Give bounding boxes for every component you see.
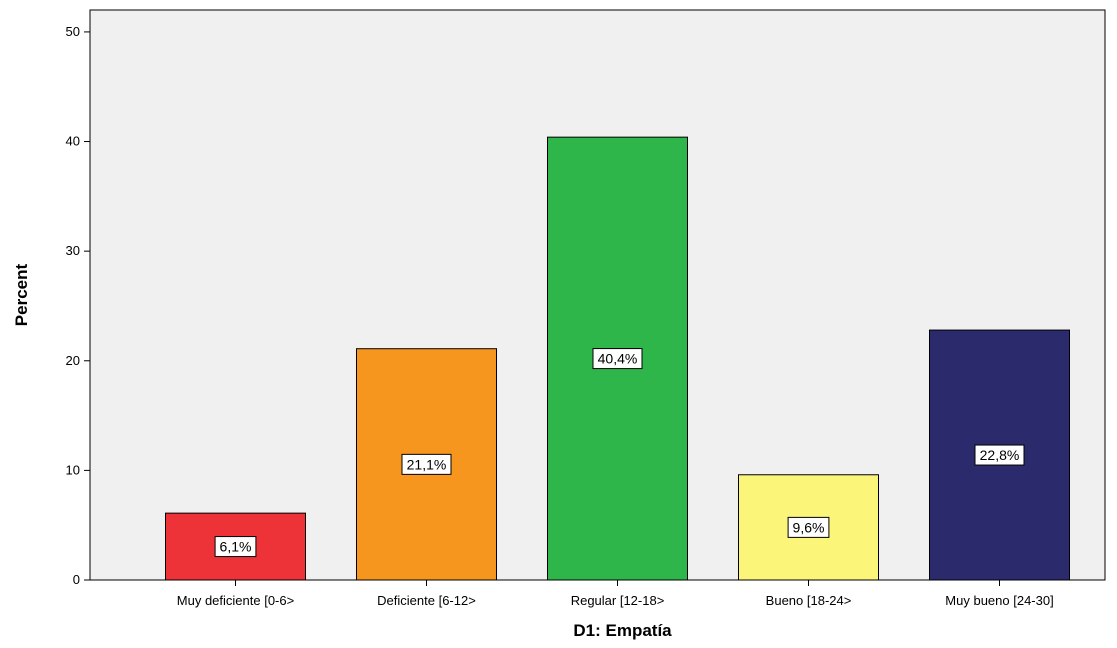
data-label-box [787,516,830,538]
x-axis-title: D1: Empatía [573,621,672,640]
data-label-box [401,453,452,475]
x-category-label: Bueno [18-24> [766,593,852,608]
bars [165,136,1070,581]
data-label-box [974,444,1025,466]
data-label: 40,4% [598,351,638,367]
y-tick-label: 10 [66,462,80,477]
data-label-box [592,348,643,370]
y-tick-label: 30 [66,243,80,258]
data-label: 9,6% [793,519,825,535]
data-label: 6,1% [220,539,252,555]
x-category-label: Muy deficiente [0-6> [177,593,294,608]
y-axis: 0 10 20 30 40 50 [66,24,90,587]
data-label: 22,8% [980,447,1020,463]
x-category-label: Deficiente [6-12> [377,593,476,608]
data-labels: 6,1% 21,1% 40,4% 9,6% 22,8% [214,348,1025,558]
x-category-label: Regular [12-18> [571,593,665,608]
y-axis-title: Percent [12,263,31,326]
y-tick-label: 0 [73,572,80,587]
y-tick-label: 40 [66,134,80,149]
y-tick-label: 20 [66,353,80,368]
data-label: 21,1% [407,456,447,472]
data-label-box [214,536,257,558]
y-tick-label: 50 [66,24,80,39]
x-axis: Muy deficiente [0-6> Deficiente [6-12> Reg… [177,580,1054,608]
x-category-label: Muy bueno [24-30] [945,593,1053,608]
